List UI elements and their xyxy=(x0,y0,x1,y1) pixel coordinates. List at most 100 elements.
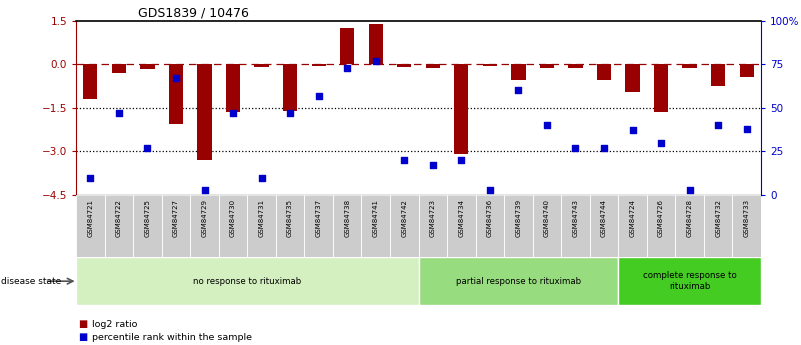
Point xyxy=(626,128,639,133)
Bar xyxy=(133,195,162,257)
Bar xyxy=(562,195,590,257)
Point xyxy=(227,110,239,116)
Text: GSM84730: GSM84730 xyxy=(230,199,236,237)
Text: GSM84741: GSM84741 xyxy=(372,199,379,237)
Bar xyxy=(569,64,582,68)
Bar xyxy=(739,64,754,77)
Text: GSM84736: GSM84736 xyxy=(487,199,493,237)
Bar xyxy=(340,28,354,64)
Point xyxy=(598,145,610,151)
Bar xyxy=(483,64,497,66)
Text: GSM84728: GSM84728 xyxy=(686,199,693,237)
Bar xyxy=(368,23,383,64)
Bar xyxy=(219,195,248,257)
Bar xyxy=(425,64,440,68)
Text: GSM84722: GSM84722 xyxy=(116,199,122,237)
Bar xyxy=(248,195,276,257)
Text: log2 ratio: log2 ratio xyxy=(92,320,138,329)
Bar xyxy=(682,64,697,68)
Text: GSM84743: GSM84743 xyxy=(573,199,578,237)
Point xyxy=(712,122,725,128)
Text: GSM84721: GSM84721 xyxy=(87,199,94,237)
Bar xyxy=(83,64,98,99)
Text: partial response to rituximab: partial response to rituximab xyxy=(456,277,581,286)
Text: complete response to
rituximab: complete response to rituximab xyxy=(642,272,736,291)
Text: ■: ■ xyxy=(78,319,87,329)
Text: GSM84744: GSM84744 xyxy=(601,199,607,237)
Point xyxy=(170,76,183,81)
Point xyxy=(455,157,468,163)
Bar xyxy=(533,195,562,257)
Bar xyxy=(140,64,155,69)
Bar xyxy=(711,64,725,86)
Bar xyxy=(504,195,533,257)
Point xyxy=(84,175,97,180)
Point xyxy=(654,140,667,146)
Point xyxy=(683,187,696,193)
Bar xyxy=(255,64,268,67)
Bar xyxy=(304,195,333,257)
Text: GSM84725: GSM84725 xyxy=(144,199,151,237)
Point xyxy=(284,110,296,116)
Point xyxy=(369,58,382,63)
Bar xyxy=(197,64,211,160)
Bar xyxy=(105,195,133,257)
Bar xyxy=(112,64,126,73)
Bar xyxy=(540,64,554,68)
Point xyxy=(398,157,411,163)
Text: GDS1839 / 10476: GDS1839 / 10476 xyxy=(138,7,248,20)
Bar xyxy=(618,257,761,305)
Bar xyxy=(333,195,361,257)
Bar xyxy=(390,195,418,257)
Text: ■: ■ xyxy=(78,333,87,342)
Bar xyxy=(418,195,447,257)
Bar xyxy=(361,195,390,257)
Bar xyxy=(276,195,304,257)
Text: GSM84740: GSM84740 xyxy=(544,199,550,237)
Text: GSM84731: GSM84731 xyxy=(259,199,264,237)
Text: GSM84733: GSM84733 xyxy=(743,199,750,237)
Point xyxy=(112,110,125,116)
Bar xyxy=(226,64,240,112)
Bar xyxy=(76,195,105,257)
Text: GSM84738: GSM84738 xyxy=(344,199,350,237)
Bar xyxy=(590,195,618,257)
Bar xyxy=(732,195,761,257)
Text: percentile rank within the sample: percentile rank within the sample xyxy=(92,333,252,342)
Point xyxy=(141,145,154,151)
Bar xyxy=(447,195,476,257)
Point xyxy=(198,187,211,193)
Text: GSM84735: GSM84735 xyxy=(287,199,293,237)
Text: GSM84739: GSM84739 xyxy=(515,199,521,237)
Point xyxy=(426,162,439,168)
Bar xyxy=(454,64,469,154)
Bar xyxy=(597,64,611,80)
Point xyxy=(340,65,353,70)
Bar xyxy=(283,64,297,111)
Point xyxy=(312,93,325,98)
Text: GSM84734: GSM84734 xyxy=(458,199,465,237)
Point xyxy=(484,187,497,193)
Bar xyxy=(397,64,412,67)
Bar xyxy=(511,64,525,80)
Bar xyxy=(191,195,219,257)
Point xyxy=(541,122,553,128)
Bar xyxy=(76,257,418,305)
Bar xyxy=(312,64,326,66)
Bar xyxy=(626,64,640,92)
Text: no response to rituximab: no response to rituximab xyxy=(193,277,301,286)
Text: GSM84727: GSM84727 xyxy=(173,199,179,237)
Bar xyxy=(675,195,704,257)
Point xyxy=(740,126,753,131)
Bar xyxy=(654,64,668,112)
Bar xyxy=(418,257,618,305)
Text: GSM84737: GSM84737 xyxy=(316,199,322,237)
Text: GSM84724: GSM84724 xyxy=(630,199,635,237)
Point xyxy=(256,175,268,180)
Point xyxy=(512,88,525,93)
Bar xyxy=(169,64,183,124)
Text: GSM84726: GSM84726 xyxy=(658,199,664,237)
Bar xyxy=(476,195,504,257)
Text: GSM84732: GSM84732 xyxy=(715,199,721,237)
Text: GSM84729: GSM84729 xyxy=(202,199,207,237)
